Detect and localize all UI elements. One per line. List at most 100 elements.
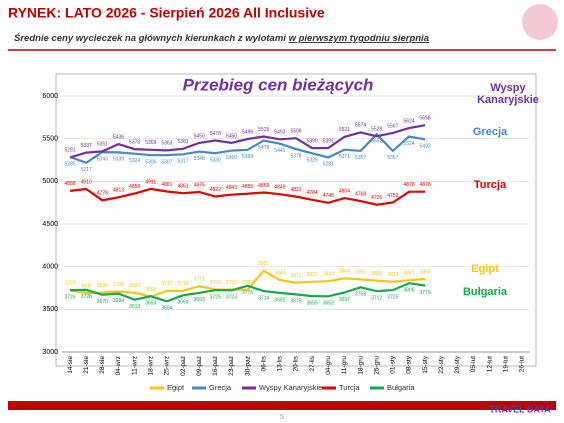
data-label: 5521: [339, 127, 350, 133]
x-tick-label: 26-lut: [519, 356, 526, 372]
data-label: 3836: [371, 271, 382, 277]
data-label: 3725: [65, 294, 76, 300]
data-label: 3653: [323, 301, 334, 307]
data-label: 4875: [194, 182, 205, 188]
data-label: 5281: [65, 148, 76, 154]
data-label: 4855: [242, 184, 253, 190]
data-label: 5658: [420, 116, 431, 122]
data-label: 5360: [226, 155, 237, 161]
x-tick-label: 04-gru: [325, 356, 332, 375]
data-label: 5217: [81, 167, 92, 173]
series-line: [69, 187, 426, 206]
series-annotation: Egipt: [471, 263, 499, 275]
data-label: 5329: [307, 158, 318, 164]
x-tick-label: 25-gru: [373, 356, 380, 375]
x-tick-label: 27-lis: [309, 355, 316, 371]
y-tick-label: 3500: [42, 306, 58, 313]
data-label: 5493: [274, 130, 285, 136]
data-label: 3771: [194, 277, 205, 283]
data-label: 3653: [145, 301, 156, 307]
x-tick-label: 05-lut: [470, 356, 477, 372]
data-label: 5496: [242, 129, 253, 135]
page-number: 5: [280, 414, 284, 421]
x-tick-label: 11-wrz: [131, 356, 138, 375]
data-label: 5478: [258, 145, 269, 151]
data-label: 5369: [242, 154, 253, 160]
data-label: 3697: [339, 297, 350, 303]
data-label: 5324: [129, 158, 140, 164]
data-label: 5506: [290, 128, 301, 134]
data-label: 3675: [290, 299, 301, 305]
data-label: 4804: [339, 188, 350, 194]
x-tick-label: 11-gru: [341, 356, 348, 375]
x-tick-label: 20-lis: [293, 355, 300, 371]
data-label: 3864: [339, 269, 350, 275]
data-label: 4748: [323, 193, 334, 199]
data-label: 5567: [387, 123, 398, 129]
x-tick-label: 16-paź: [212, 356, 219, 376]
data-label: 3776: [242, 290, 253, 296]
globe-decoration: [522, 4, 558, 40]
data-label: 5478: [210, 131, 221, 137]
data-label: 4784: [307, 190, 318, 196]
data-label: 3712: [371, 296, 382, 302]
data-label: 5390: [307, 138, 318, 144]
data-label: 3613: [129, 304, 140, 310]
data-label: 3670: [97, 299, 108, 305]
data-label: 3730: [242, 280, 253, 286]
data-label: 4752: [387, 193, 398, 199]
series-line: [69, 124, 426, 159]
series-annotation: Bułgaria: [462, 286, 507, 298]
x-tick-label: 14-sie: [67, 356, 74, 374]
data-label: 4778: [97, 191, 108, 197]
y-tick-label: 4000: [42, 264, 58, 271]
data-label: 3684: [113, 298, 124, 304]
data-label: 4881: [161, 182, 172, 188]
data-label: 5391: [323, 138, 334, 144]
data-label: 4822: [210, 187, 221, 193]
data-label: 5378: [129, 139, 140, 145]
data-label: 3779: [420, 290, 431, 296]
data-label: 3728: [81, 294, 92, 300]
x-tick-label: 22-sty: [438, 355, 445, 373]
data-label: 3693: [129, 283, 140, 289]
series-line: [70, 282, 426, 303]
y-tick-label: 5500: [42, 136, 58, 143]
data-label: 3692: [274, 297, 285, 303]
series-annotation: Wyspy Kanaryjskie: [477, 82, 539, 106]
x-tick-label: 02-paź: [180, 356, 187, 376]
data-label: 3723: [226, 295, 237, 301]
data-label: 5441: [274, 148, 285, 154]
data-label: 3716: [177, 281, 188, 287]
data-label: 3725: [387, 294, 398, 300]
data-label: 5524: [403, 141, 414, 147]
data-label: 3693: [194, 297, 205, 303]
data-label: 5343: [97, 156, 108, 162]
data-label: 4878: [403, 182, 414, 188]
x-tick-label: 12-lut: [486, 356, 493, 372]
x-tick-label: 23-paź: [228, 356, 235, 376]
data-label: 3855: [420, 269, 431, 275]
data-label: 5317: [177, 159, 188, 165]
data-label: 3696: [97, 283, 108, 289]
data-label: 4821: [290, 187, 301, 193]
x-tick-label: 21-sie: [83, 356, 90, 374]
x-tick-label: 08-sty: [406, 355, 413, 373]
data-label: 5525: [258, 127, 269, 133]
legend-label: Turcja: [339, 383, 360, 392]
footer-bar: [8, 401, 556, 410]
data-label: 3730: [226, 280, 237, 286]
data-label: 3843: [274, 270, 285, 276]
data-label: 3733: [210, 280, 221, 286]
data-label: 4910: [81, 179, 92, 185]
data-label: 5450: [226, 133, 237, 139]
x-tick-label: 01-sty: [390, 355, 397, 373]
x-tick-label: 18-wrz: [147, 356, 154, 376]
data-label: 4843: [226, 185, 237, 191]
x-tick-label: 28-sie: [99, 356, 106, 374]
data-label: 3823: [307, 272, 318, 278]
data-label: 5371: [339, 154, 350, 160]
page-title: RYNEK: LATO 2026 - Sierpień 2026 All Inc…: [8, 5, 325, 21]
data-label: 3655: [307, 300, 318, 306]
